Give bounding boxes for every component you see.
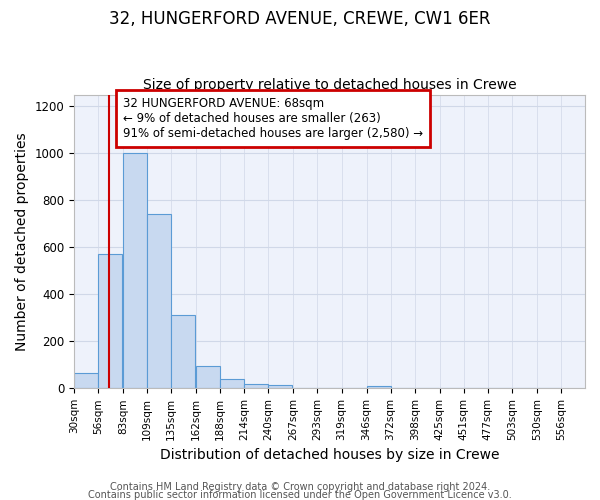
Bar <box>147 214 171 388</box>
Bar <box>123 154 147 388</box>
Bar <box>244 384 268 388</box>
Bar <box>220 380 244 388</box>
X-axis label: Distribution of detached houses by size in Crewe: Distribution of detached houses by size … <box>160 448 499 462</box>
Text: 32, HUNGERFORD AVENUE, CREWE, CW1 6ER: 32, HUNGERFORD AVENUE, CREWE, CW1 6ER <box>109 10 491 28</box>
Text: Contains HM Land Registry data © Crown copyright and database right 2024.: Contains HM Land Registry data © Crown c… <box>110 482 490 492</box>
Y-axis label: Number of detached properties: Number of detached properties <box>15 132 29 350</box>
Bar <box>268 386 292 388</box>
Bar <box>196 366 220 388</box>
Text: 32 HUNGERFORD AVENUE: 68sqm
← 9% of detached houses are smaller (263)
91% of sem: 32 HUNGERFORD AVENUE: 68sqm ← 9% of deta… <box>123 97 423 140</box>
Bar <box>171 316 195 388</box>
Bar <box>74 373 98 388</box>
Bar <box>98 254 122 388</box>
Title: Size of property relative to detached houses in Crewe: Size of property relative to detached ho… <box>143 78 517 92</box>
Text: Contains public sector information licensed under the Open Government Licence v3: Contains public sector information licen… <box>88 490 512 500</box>
Bar <box>367 386 391 388</box>
